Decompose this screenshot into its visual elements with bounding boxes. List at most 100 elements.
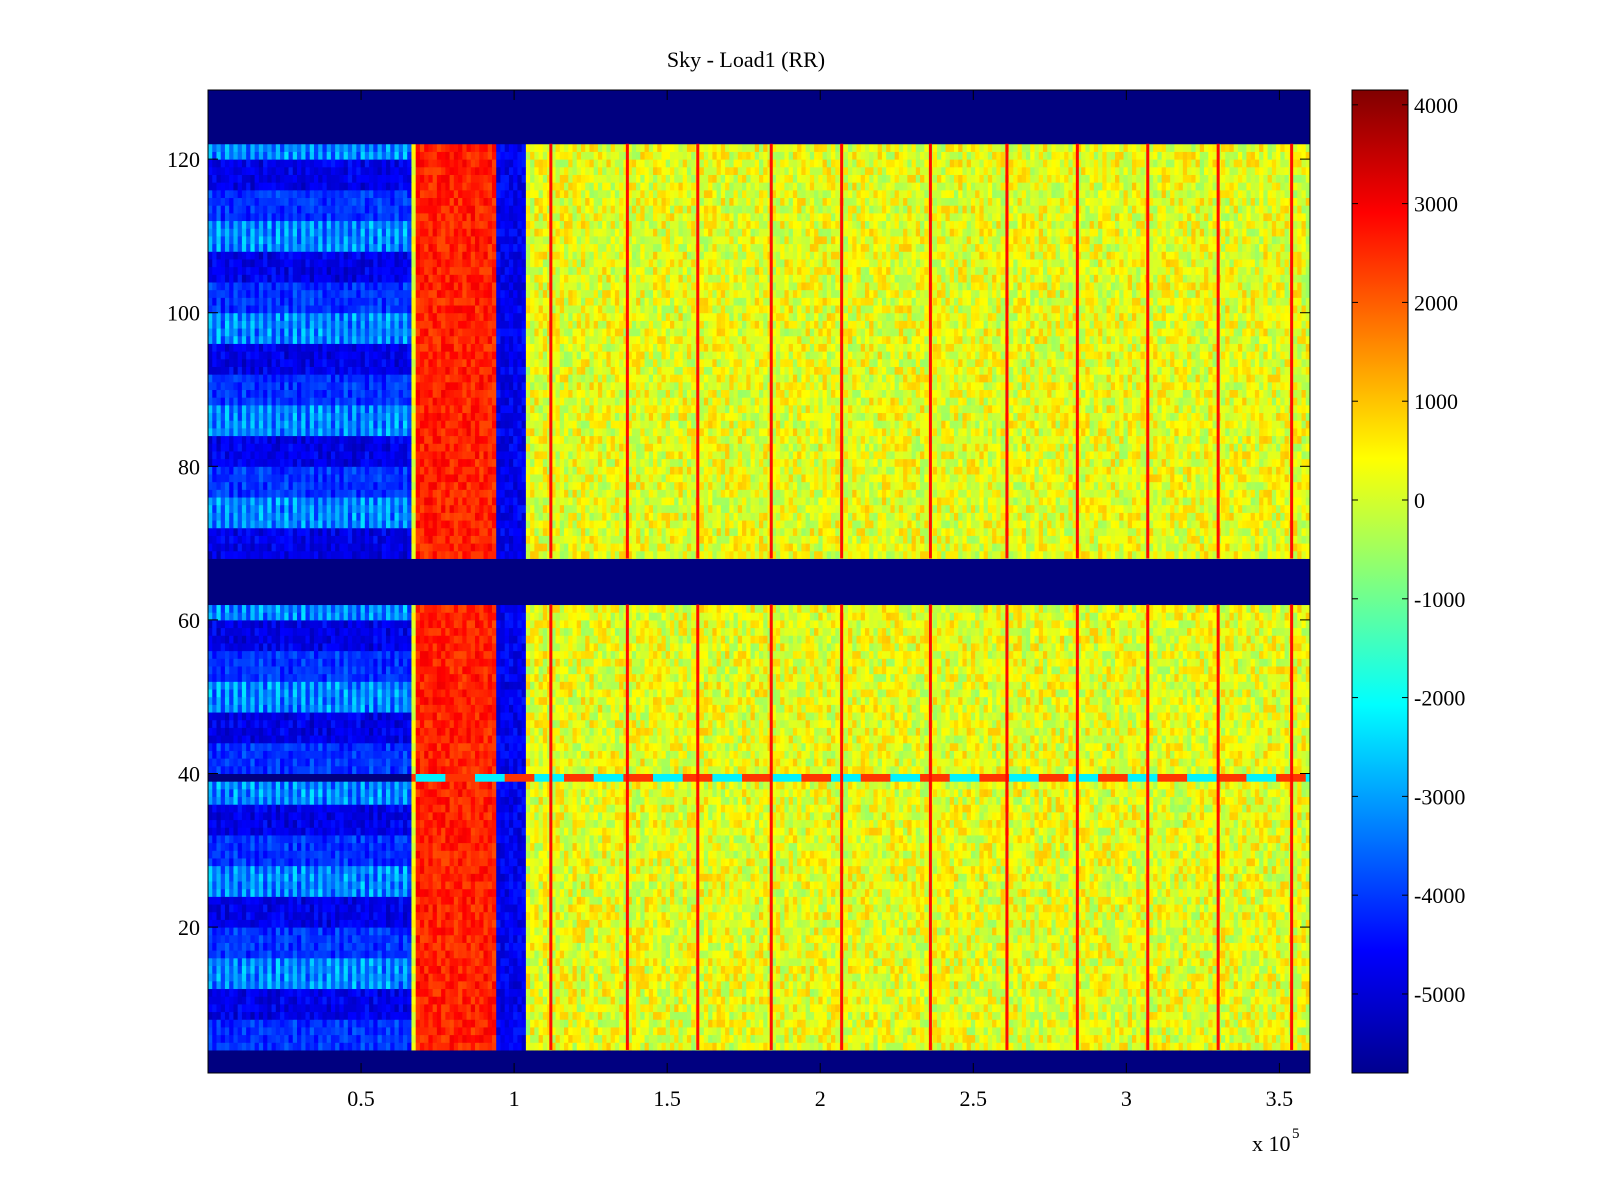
heatmap-cell [238,1042,243,1050]
heatmap-cell [352,1019,357,1027]
heatmap-cell [941,1027,946,1035]
heatmap-cell [712,1035,717,1043]
heatmap-cell [479,1004,484,1012]
heatmap-cell [305,1004,310,1012]
heatmap-cell [250,1027,255,1035]
heatmap-cell [1302,1035,1307,1043]
heatmap-cell [678,1004,683,1012]
heatmap-cell [1157,1027,1162,1035]
heatmap-cell [793,1035,798,1043]
heatmap-cell [1268,1042,1273,1050]
heatmap-cell [602,1027,607,1035]
heatmap-cell [411,1042,416,1050]
heatmap-cell [390,1035,395,1043]
heatmap-cell [1213,1035,1218,1043]
heatmap-cell [390,1027,395,1035]
heatmap-cell [403,1012,408,1020]
heatmap-cell [1276,1042,1281,1050]
heatmap-cell [500,1012,505,1020]
heatmap-cell [937,1027,942,1035]
heatmap-cell [797,1035,802,1043]
heatmap-cell [441,1035,446,1043]
heatmap-cell [589,1027,594,1035]
heatmap-cell [272,1012,277,1020]
heatmap-cell [1081,1004,1086,1012]
heatmap-cell [975,1035,980,1043]
heatmap-cell [738,1042,743,1050]
heatmap-cell [344,1004,349,1012]
heatmap-cell [958,1019,963,1027]
heatmap-cell [1043,1035,1048,1043]
heatmap-cell [1196,1035,1201,1043]
heatmap-cell [1009,1004,1014,1012]
heatmap-cell [297,1035,302,1043]
heatmap-cell [1293,1012,1298,1020]
heatmap-cell [1208,1042,1213,1050]
heatmap-cell [225,1012,230,1020]
heatmap-cell [1208,1019,1213,1027]
heatmap-cell [238,1035,243,1043]
heatmap-cell [924,1012,929,1020]
heatmap-cell [1026,1012,1031,1020]
heatmap-cell [289,1004,294,1012]
heatmap-cell [759,1027,764,1035]
heatmap-cell [1157,1042,1162,1050]
heatmap-cell [878,1027,883,1035]
heatmap-cell [950,1019,955,1027]
heatmap-cell [293,1019,298,1027]
heatmap-cell [1213,1027,1218,1035]
heatmap-cell [1081,1042,1086,1050]
heatmap-cell [678,1012,683,1020]
heatmap-cell [276,1042,281,1050]
heatmap-cell [924,1042,929,1050]
heatmap-cell [984,1027,989,1035]
heatmap-cell [310,1027,315,1035]
heatmap-cell [1119,1012,1124,1020]
heatmap-cell [755,1027,760,1035]
heatmap-cell [653,1042,658,1050]
heatmap-cell [471,1042,476,1050]
heatmap-cell [971,1004,976,1012]
heatmap-cell [666,1042,671,1050]
heatmap-cell [1149,1019,1154,1027]
heatmap-cell [441,1042,446,1050]
heatmap-cell [208,1035,213,1043]
heatmap-cell [810,1004,815,1012]
heatmap-cell [420,1004,425,1012]
heatmap-cell [496,1042,501,1050]
heatmap-cell [462,1019,467,1027]
heatmap-cell [691,1042,696,1050]
heatmap-cell [992,1035,997,1043]
heatmap-cell [581,1027,586,1035]
heatmap-cell [903,1019,908,1027]
heatmap-cell [500,1027,505,1035]
heatmap-cell [890,1027,895,1035]
heatmap-cell [467,1019,472,1027]
heatmap-cell [746,1012,751,1020]
heatmap-cell [958,1012,963,1020]
heatmap-cell [433,1042,438,1050]
heatmap-cell [1229,1019,1234,1027]
heatmap-cell [560,1004,565,1012]
heatmap-cell [424,1012,429,1020]
heatmap-cell [450,1027,455,1035]
heatmap-cell [1272,1035,1277,1043]
heatmap-cell [509,1035,514,1043]
heatmap-cell [729,1012,734,1020]
heatmap-cell [221,1004,226,1012]
heatmap-cell [1200,1012,1205,1020]
heatmap-cell [1204,1027,1209,1035]
heatmap-cell [1064,1019,1069,1027]
heatmap-cell [1246,1012,1251,1020]
heatmap-cell [1204,1019,1209,1027]
heatmap-cell [818,1004,823,1012]
heatmap-cell [640,1035,645,1043]
heatmap-cell [1047,1042,1052,1050]
heatmap-cell [776,1012,781,1020]
heatmap-cell [1001,1035,1006,1043]
heatmap-cell [229,1035,234,1043]
heatmap-cell [797,1004,802,1012]
heatmap-cell [305,1042,310,1050]
heatmap-cell [1251,1019,1256,1027]
heatmap-cell [797,1019,802,1027]
